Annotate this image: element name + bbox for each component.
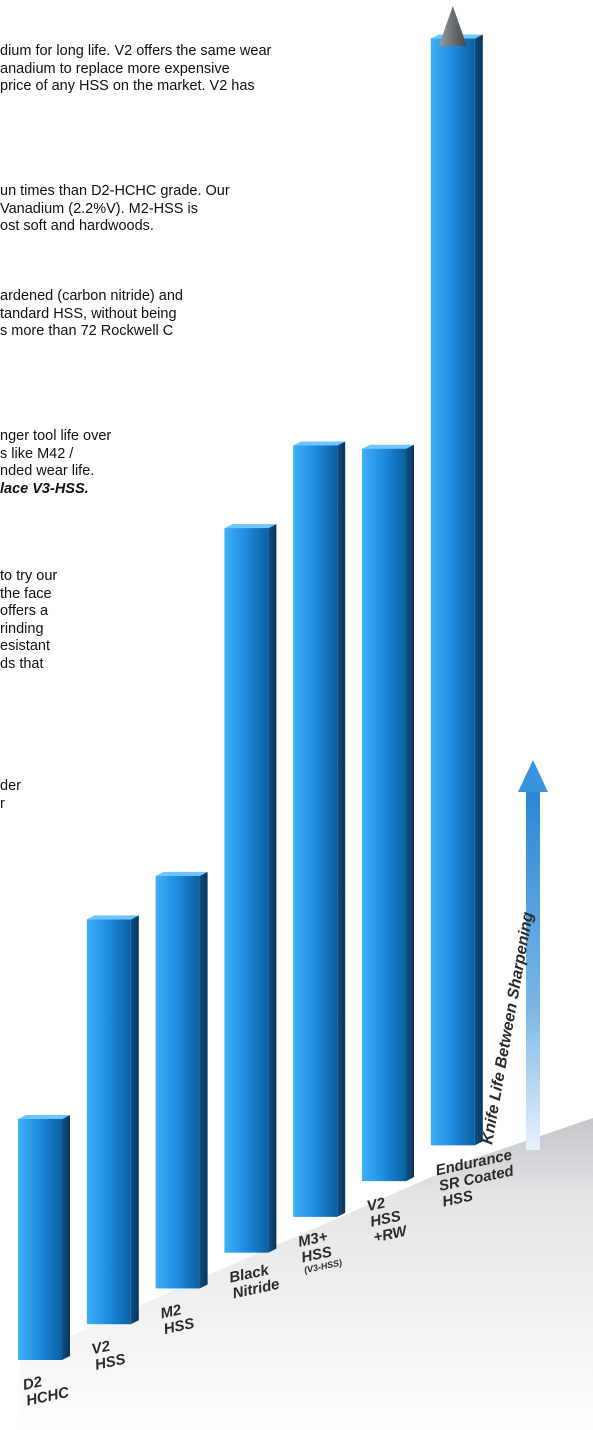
bar-top [224,524,277,529]
bar [362,444,414,1182]
bar-front [224,528,269,1253]
bars-group [18,6,483,1360]
category-label-line: D2 [21,1373,44,1394]
bar [18,1115,70,1360]
category-label-line: HSS [162,1315,196,1338]
paragraph-line: dium for long life. V2 offers the same w… [0,43,272,59]
category-label-line: HSS [300,1243,334,1266]
paragraph-line: s like M42 / [0,445,74,462]
chart-floor [20,1118,593,1430]
bar-front [362,448,406,1182]
category-label: V2HSS+RW [365,1191,410,1246]
bar-top [86,915,139,920]
paragraph-v2-hss-rw: to try our the face offers a rinding esi… [0,568,57,673]
paragraph-line: nger tool life over [0,428,112,444]
paragraph-line: ardened (carbon nitride) and [0,288,183,304]
paragraph-line: nded wear life. [0,463,95,479]
paragraph-line: un times than D2-HCHC grade. Our [0,183,230,199]
paragraph-line: tandard HSS, without being [0,305,177,322]
paragraph-line: Vanadium (2.2%V). M2-HSS is [0,200,198,217]
bar-top [18,1115,70,1119]
paragraph-line: ds that [0,655,44,672]
bar [86,915,139,1325]
bar-top [362,444,414,449]
bar-front [18,1119,62,1360]
paragraph-line: r [0,795,5,812]
bar [293,441,346,1217]
bar-side [199,871,208,1289]
category-label-line: M3+ [296,1228,329,1251]
bar-side [62,1115,70,1360]
category-label-line: HSS [369,1208,403,1231]
paragraph-line: offers a [0,603,49,619]
category-label-line: HSS [93,1351,127,1374]
paragraph-line: s more than 72 Rockwell C [0,323,174,339]
bar [430,6,483,1146]
category-label-line: V2 [90,1338,112,1359]
bar-top [155,871,208,876]
paragraph-emphasis: lace V3-HSS. [0,480,89,497]
category-label: M2HSS [159,1299,196,1338]
paragraph-line: esistant [0,638,50,654]
category-label: V2HSS [90,1335,127,1374]
paragraph-line: ost soft and hardwoods. [0,218,154,234]
bar-side [268,524,277,1253]
bar-front [293,445,338,1217]
paragraph-endurance: der r [0,778,21,813]
category-label-line: HSS [441,1188,475,1211]
category-label-line: +RW [372,1222,410,1246]
paragraph-m2-hss: un times than D2-HCHC grade. Our Vanadiu… [0,183,230,236]
paragraph-line: the face [0,585,52,602]
paragraph-black-nitride: ardened (carbon nitride) and tandard HSS… [0,288,183,341]
bar-arrow-head [438,6,467,46]
paragraph-m3-hss: nger tool life over s like M42 / nded we… [0,428,111,498]
bar-side [130,915,139,1325]
bar-front [86,919,131,1325]
paragraph-line: rinding [0,620,44,637]
paragraph-line: price of any HSS on the market. V2 has [0,78,255,94]
bar-front [430,38,475,1146]
bar-side [337,441,346,1217]
bar [224,524,277,1253]
paragraph-line: der [0,778,21,794]
paragraph-v2-hss: dium for long life. V2 offers the same w… [0,43,271,96]
bar-side [474,34,483,1146]
category-label-line: V2 [365,1194,387,1215]
bar-top [293,441,346,446]
paragraph-line: anadium to replace more expensive [0,60,230,77]
paragraph-line: to try our [0,568,58,584]
y-axis-arrow [518,760,548,1150]
bar-front [155,875,200,1289]
bar [155,871,208,1289]
category-label-line: M2 [159,1301,184,1322]
bar-side [406,444,414,1182]
